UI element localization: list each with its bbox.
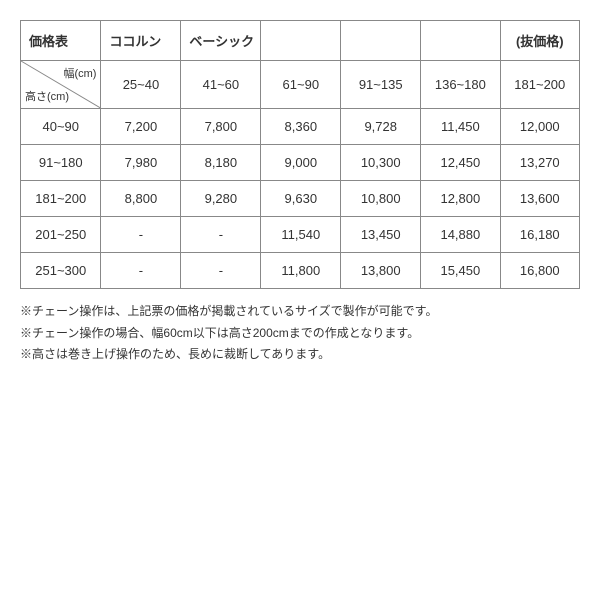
price-cell: 16,800	[500, 253, 579, 289]
price-cell: -	[101, 217, 181, 253]
width-range: 181~200	[500, 61, 579, 109]
width-range: 61~90	[261, 61, 341, 109]
note-line: ※チェーン操作は、上記票の価格が掲載されているサイズで製作が可能です。	[20, 301, 580, 323]
diagonal-header: 幅(cm) 高さ(cm)	[21, 61, 101, 109]
price-cell: 13,270	[500, 145, 579, 181]
price-cell: -	[101, 253, 181, 289]
price-cell: 10,300	[341, 145, 421, 181]
price-cell: 11,800	[261, 253, 341, 289]
price-cell: 9,630	[261, 181, 341, 217]
price-cell: 11,450	[421, 109, 500, 145]
price-cell: 8,180	[181, 145, 261, 181]
price-cell: 7,200	[101, 109, 181, 145]
price-cell: 13,600	[500, 181, 579, 217]
price-cell: 8,800	[101, 181, 181, 217]
price-cell: 16,180	[500, 217, 579, 253]
height-range: 251~300	[21, 253, 101, 289]
price-cell: 12,000	[500, 109, 579, 145]
price-cell: 13,450	[341, 217, 421, 253]
price-cell: 9,728	[341, 109, 421, 145]
table-row: 40~907,2007,8008,3609,72811,45012,000	[21, 109, 580, 145]
price-cell: 10,800	[341, 181, 421, 217]
table-row: 251~300--11,80013,80015,45016,800	[21, 253, 580, 289]
height-range: 181~200	[21, 181, 101, 217]
price-cell: 15,450	[421, 253, 500, 289]
width-range: 91~135	[341, 61, 421, 109]
price-cell: -	[181, 217, 261, 253]
subtitle-1: ココルン	[101, 21, 181, 61]
height-label: 高さ(cm)	[25, 88, 69, 104]
header-blank	[421, 21, 500, 61]
price-cell: 13,800	[341, 253, 421, 289]
table-row: 201~250--11,54013,45014,88016,180	[21, 217, 580, 253]
width-range: 41~60	[181, 61, 261, 109]
price-cell: 14,880	[421, 217, 500, 253]
header-blank	[341, 21, 421, 61]
price-table: 価格表 ココルン ベーシック (抜価格) 幅(cm) 高さ(cm) 25~40 …	[20, 20, 580, 289]
price-cell: 11,540	[261, 217, 341, 253]
note-line: ※チェーン操作の場合、幅60cm以下は高さ200cmまでの作成となります。	[20, 323, 580, 345]
price-cell: 8,360	[261, 109, 341, 145]
height-range: 201~250	[21, 217, 101, 253]
price-cell: -	[181, 253, 261, 289]
table-title: 価格表	[21, 21, 101, 61]
note-line: ※高さは巻き上げ操作のため、長めに裁断してあります。	[20, 344, 580, 366]
table-row: 91~1807,9808,1809,00010,30012,45013,270	[21, 145, 580, 181]
width-range: 136~180	[421, 61, 500, 109]
subtitle-2: ベーシック	[181, 21, 261, 61]
price-cell: 12,450	[421, 145, 500, 181]
height-range: 91~180	[21, 145, 101, 181]
price-cell: 7,800	[181, 109, 261, 145]
header-blank	[261, 21, 341, 61]
price-cell: 9,000	[261, 145, 341, 181]
table-row: 181~2008,8009,2809,63010,80012,80013,600	[21, 181, 580, 217]
notes-section: ※チェーン操作は、上記票の価格が掲載されているサイズで製作が可能です。※チェーン…	[20, 301, 580, 366]
height-range: 40~90	[21, 109, 101, 145]
price-cell: 12,800	[421, 181, 500, 217]
price-cell: 9,280	[181, 181, 261, 217]
price-note: (抜価格)	[500, 21, 579, 61]
price-cell: 7,980	[101, 145, 181, 181]
width-label: 幅(cm)	[63, 65, 96, 81]
width-range: 25~40	[101, 61, 181, 109]
